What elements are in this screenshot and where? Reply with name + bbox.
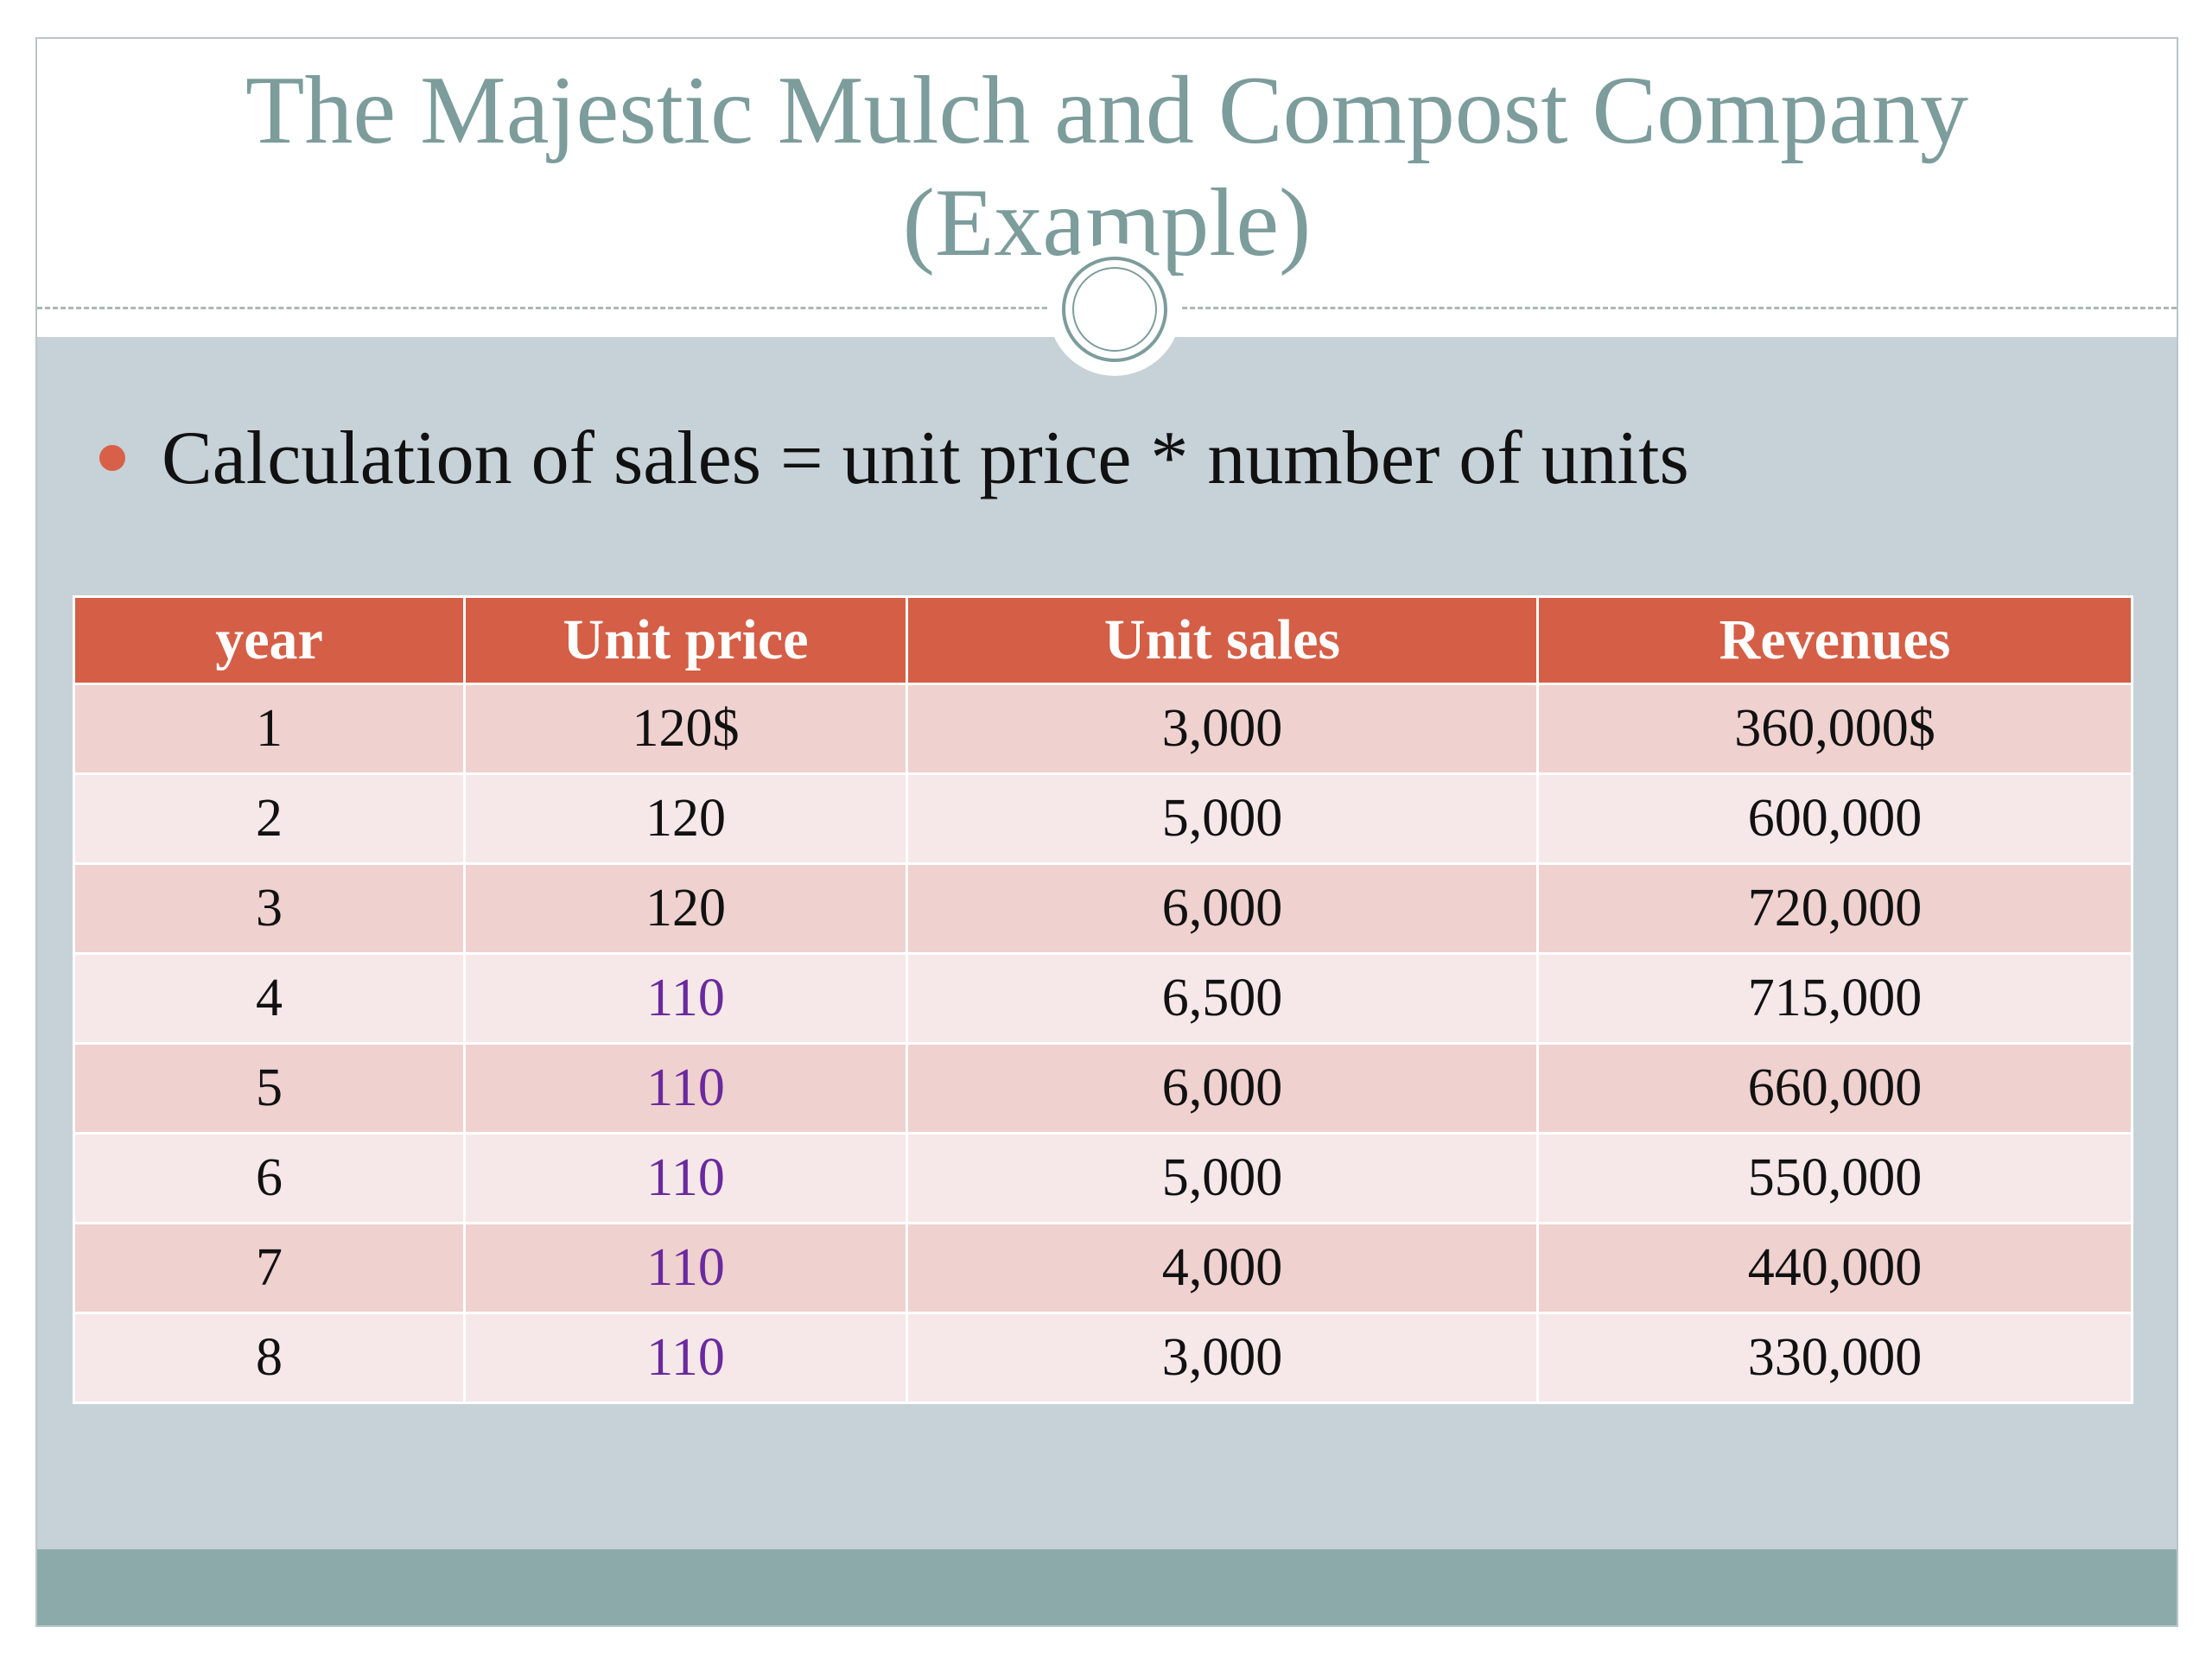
cell-revenues: 550,000	[1536, 1132, 2133, 1224]
header-year: year	[73, 595, 466, 685]
cell-revenues: 330,000	[1536, 1312, 2133, 1404]
circle-ornament-icon	[1062, 257, 1167, 362]
cell-unit-sales: 6,000	[906, 1042, 1539, 1135]
cell-year: 3	[73, 862, 466, 955]
cell-year: 2	[73, 772, 466, 865]
bullet-text: Calculation of sales = unit price * numb…	[162, 416, 1689, 500]
cell-unit-price: 110	[463, 1132, 908, 1224]
cell-unit-sales: 5,000	[906, 772, 1539, 865]
table-row: 4 110 6,500 715,000	[73, 952, 2133, 1045]
cell-unit-price: 120	[463, 772, 908, 865]
cell-unit-sales: 6,500	[906, 952, 1539, 1045]
table-header-row: year Unit price Unit sales Revenues	[73, 595, 2133, 685]
cell-year: 7	[73, 1222, 466, 1314]
table-row: 1 120$ 3,000 360,000$	[73, 683, 2133, 775]
cell-unit-sales: 6,000	[906, 862, 1539, 955]
cell-year: 4	[73, 952, 466, 1045]
cell-unit-sales: 5,000	[906, 1132, 1539, 1224]
cell-revenues: 720,000	[1536, 862, 2133, 955]
cell-year: 8	[73, 1312, 466, 1404]
slide: The Majestic Mulch and Compost Company (…	[35, 37, 2178, 1627]
cell-year: 5	[73, 1042, 466, 1135]
table-row: 6 110 5,000 550,000	[73, 1132, 2133, 1224]
cell-unit-price: 110	[463, 1042, 908, 1135]
cell-revenues: 360,000$	[1536, 683, 2133, 775]
cell-unit-sales: 3,000	[906, 1312, 1539, 1404]
header-revenues: Revenues	[1536, 595, 2133, 685]
table-row: 2 120 5,000 600,000	[73, 772, 2133, 865]
table-row: 8 110 3,000 330,000	[73, 1312, 2133, 1404]
cell-year: 6	[73, 1132, 466, 1224]
bullet-dot-icon	[99, 445, 125, 471]
table-row: 3 120 6,000 720,000	[73, 862, 2133, 955]
cell-revenues: 440,000	[1536, 1222, 2133, 1314]
cell-revenues: 715,000	[1536, 952, 2133, 1045]
header-unit-price: Unit price	[463, 595, 908, 685]
cell-unit-price: 120$	[463, 683, 908, 775]
cell-unit-sales: 4,000	[906, 1222, 1539, 1314]
slide-title: The Majestic Mulch and Compost Company (…	[37, 54, 2177, 279]
bullet-item: Calculation of sales = unit price * numb…	[98, 410, 1689, 505]
header-unit-sales: Unit sales	[906, 595, 1539, 685]
cell-year: 1	[73, 683, 466, 775]
cell-unit-sales: 3,000	[906, 683, 1539, 775]
cell-revenues: 660,000	[1536, 1042, 2133, 1135]
cell-unit-price: 110	[463, 1222, 908, 1314]
cell-unit-price: 120	[463, 862, 908, 955]
cell-revenues: 600,000	[1536, 772, 2133, 865]
footer-band	[37, 1549, 2177, 1625]
table-row: 5 110 6,000 660,000	[73, 1042, 2133, 1135]
cell-unit-price: 110	[463, 1312, 908, 1404]
slide-title-line-1: The Majestic Mulch and Compost Company	[245, 57, 1968, 164]
cell-unit-price: 110	[463, 952, 908, 1045]
table-row: 7 110 4,000 440,000	[73, 1222, 2133, 1314]
sales-table: year Unit price Unit sales Revenues 1 12…	[73, 595, 2133, 1404]
